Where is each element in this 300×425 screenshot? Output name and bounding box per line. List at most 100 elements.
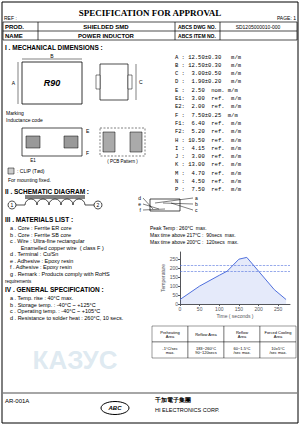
svg-text:E: E [86,128,90,134]
svg-text:60~1.5°C: 60~1.5°C [233,345,251,351]
svg-text:1: 1 [11,202,14,208]
svg-text:Marking: Marking [6,110,24,116]
svg-text:Enamelled copper wire ( class: Enamelled copper wire ( class F ) [10,245,104,251]
svg-text:250: 250 [170,256,179,262]
svg-text:: CLIP (Tød): : CLIP (Tød) [17,168,45,174]
svg-text:SPECIFICATION FOR APPROVAL: SPECIFICATION FOR APPROVAL [79,8,222,18]
svg-text:requirements: requirements [5,279,32,284]
svg-text:Area: Area [238,334,247,339]
svg-text:C : 3.00±0.50 m/m: C : 3.00±0.50 m/m [175,70,242,77]
svg-text:A : 12.50±0.30 m/m: A : 12.50±0.30 m/m [175,54,242,61]
svg-text:Inductance code: Inductance code [6,117,43,123]
svg-text:REF :: REF : [4,15,17,21]
svg-text:SD1205000010-000: SD1205000010-000 [236,24,281,30]
svg-text:III . MATERIALS LIST :: III . MATERIALS LIST : [5,216,73,223]
svg-text:IV . GENERAL SPECIFICATION :: IV . GENERAL SPECIFICATION : [5,286,104,293]
svg-text:d . Terminal : Cu/Sn: d . Terminal : Cu/Sn [10,251,58,257]
svg-text:POWER INDUCTOR: POWER INDUCTOR [78,33,135,39]
svg-text:Temperature: Temperature [160,264,166,292]
svg-text:g . Remark : Products comply w: g . Remark : Products comply with RoHS [10,271,110,277]
svg-text:K : 13.00 ref. m/m: K : 13.00 ref. m/m [175,161,242,168]
svg-text:E1: 3.00 ref. m/m: E1: 3.00 ref. m/m [175,95,242,102]
svg-text:H : 10.50 ref. m/m: H : 10.50 ref. m/m [175,137,242,144]
svg-text:a . Temp. rise : 40°C max.: a . Temp. rise : 40°C max. [10,295,74,301]
svg-text:B: B [50,53,54,59]
svg-text:200: 200 [170,265,179,271]
svg-text:10±5°C: 10±5°C [271,345,285,351]
svg-text:SHIELDED SMD: SHIELDED SMD [83,24,129,30]
svg-text:b . Storage temp. : -40°C ~ +1: b . Storage temp. : -40°C ~ +125°C [10,302,96,308]
svg-text:Preheating: Preheating [160,329,180,335]
svg-text:R90: R90 [44,78,61,88]
svg-text:100: 100 [170,283,179,289]
svg-text:E1: E1 [30,158,36,163]
svg-text:I . MECHANICAL DIMENSIONS :: I . MECHANICAL DIMENSIONS : [5,44,103,51]
svg-text:Area: Area [274,334,283,339]
svg-text:For mounting fixed.: For mounting fixed. [8,177,51,183]
svg-text:a: a [195,195,198,201]
svg-text:150: 150 [170,274,179,280]
svg-text:b . Core : Ferrite SB core: b . Core : Ferrite SB core [10,232,71,238]
svg-text:e . Adhesive : Epoxy resin: e . Adhesive : Epoxy resin [10,258,73,264]
svg-text:II . SCHEMATIC DIAGRAM :: II . SCHEMATIC DIAGRAM : [5,188,89,195]
svg-text:Reflow: Reflow [235,329,249,335]
svg-text:d . Resistance to solder heat: d . Resistance to solder heat : 260°C, 1… [10,315,124,321]
svg-text:d: d [138,195,141,201]
svg-text:F: F [86,150,89,156]
svg-text:0: 0 [179,306,182,312]
svg-text:N : 4.50 ref. m/m: N : 4.50 ref. m/m [175,178,242,185]
svg-text:NAME: NAME [5,33,23,39]
svg-text:50: 50 [197,306,203,312]
svg-text:F2: 5.20 ref. m/m: F2: 5.20 ref. m/m [175,128,242,135]
svg-text:Max time above 200°C : 120sec: Max time above 200°C : 120secs max. [150,239,238,245]
svg-text:ABC: ABC [108,405,123,411]
svg-text:max.: max. [166,350,175,355]
svg-text:b: b [195,201,198,207]
svg-text:Time ( seconds ): Time ( seconds ) [216,313,253,319]
svg-text:КАЗУС: КАЗУС [33,345,118,375]
svg-text:B : 12.50±0.30 m/m: B : 12.50±0.30 m/m [175,62,242,69]
svg-text:Area: Area [166,334,175,339]
svg-text:c: c [195,207,198,213]
svg-text:( PCB Pattern ): ( PCB Pattern ) [107,159,138,164]
svg-text:I : 4.15 ref. m/m: I : 4.15 ref. m/m [175,145,242,152]
svg-text:c . Wire : Ultra-fine rectangu: c . Wire : Ultra-fine rectangular [10,238,85,244]
svg-text:C: C [139,79,143,85]
svg-text:AR-001A: AR-001A [5,398,29,404]
svg-text:150: 150 [235,306,244,312]
svg-text:/sec max.: /sec max. [233,350,250,355]
svg-text:Max time above 217°C : 90secs: Max time above 217°C : 90secs max. [150,232,236,238]
svg-text:Reflow Area: Reflow Area [195,332,217,337]
svg-text:200: 200 [254,306,263,312]
svg-text:千加電子集團: 千加電子集團 [154,396,191,403]
svg-text:250: 250 [274,306,283,312]
svg-text:50: 50 [172,292,178,298]
svg-text:a . Core : Ferrite ER core: a . Core : Ferrite ER core [10,225,71,231]
svg-text:Peak Temp : 260°C max.: Peak Temp : 260°C max. [150,225,207,231]
svg-text:PAGE: 1: PAGE: 1 [277,15,296,21]
svg-text:J : 3.00 ref. m/m: J : 3.00 ref. m/m [175,153,242,160]
svg-text:F1: 6.40 ref. m/m: F1: 6.40 ref. m/m [175,120,242,127]
svg-text:F : 7.50±0.25 m/m: F : 7.50±0.25 m/m [175,112,238,119]
svg-text:90~120secs: 90~120secs [195,350,217,355]
svg-text:P : 7.50 ref. m/m: P : 7.50 ref. m/m [175,186,242,193]
svg-text:-1°C/sec: -1°C/sec [162,345,178,351]
svg-text:/sec max.: /sec max. [269,350,286,355]
svg-text:100: 100 [215,306,224,312]
svg-text:183~260°C: 183~260°C [195,345,217,351]
svg-text:c . Operating temp. : -40°C ~: c . Operating temp. : -40°C ~ +105°C [10,308,100,314]
svg-text:E2: 2.00 ref. m/m: E2: 2.00 ref. m/m [175,103,242,110]
svg-text:f . Adhesive : Epoxy resin: f . Adhesive : Epoxy resin [10,264,72,270]
svg-text:E : 2.50 nom. m/m: E : 2.50 nom. m/m [175,87,238,94]
svg-text:PROD.: PROD. [5,24,24,30]
svg-text:0: 0 [175,301,178,307]
svg-text:M : 4.70 ref. m/m: M : 4.70 ref. m/m [175,170,242,177]
svg-text:Forced Cooling: Forced Cooling [264,329,292,335]
svg-text:ABCS ITEM NO.: ABCS ITEM NO. [178,33,216,39]
svg-text:f: f [140,207,142,213]
svg-text:D : 1.90±0.20 m/m: D : 1.90±0.20 m/m [175,78,242,85]
svg-text:HI ELECTRONICS CORP.: HI ELECTRONICS CORP. [155,407,220,413]
svg-text:A: A [12,80,16,86]
svg-text:2: 2 [97,202,100,208]
svg-text:ABCS DWG NO.: ABCS DWG NO. [178,24,217,30]
